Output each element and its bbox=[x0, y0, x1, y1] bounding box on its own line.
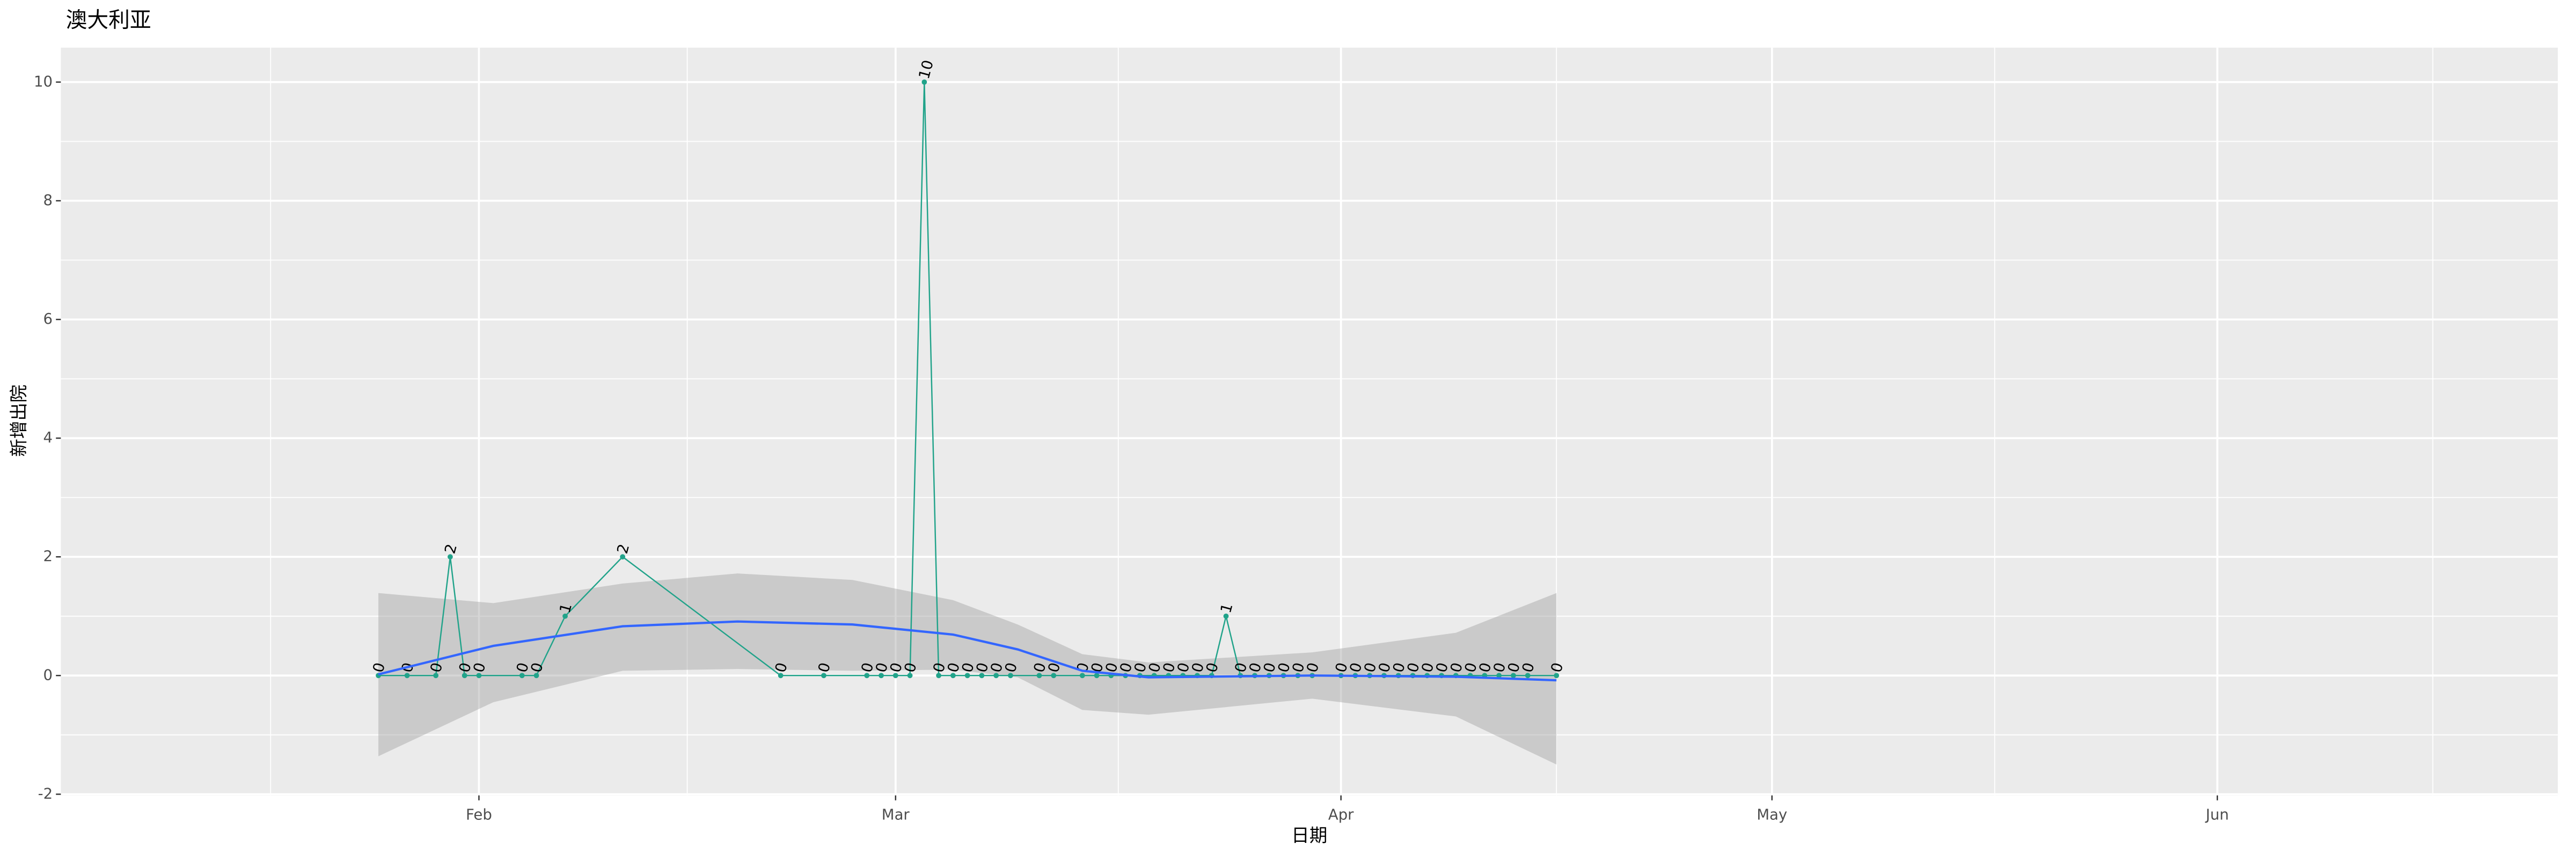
y-tick-label: 0 bbox=[43, 666, 53, 683]
chart-title: 澳大利亚 bbox=[66, 8, 151, 32]
data-point bbox=[993, 673, 999, 679]
data-point bbox=[907, 673, 913, 679]
x-axis-label: 日期 bbox=[1291, 825, 1327, 846]
data-point bbox=[562, 613, 568, 619]
data-point bbox=[476, 673, 482, 679]
data-point bbox=[879, 673, 884, 679]
data-point bbox=[1008, 673, 1013, 679]
panel bbox=[61, 47, 2558, 796]
data-point bbox=[519, 673, 525, 679]
y-tick-label: 2 bbox=[43, 548, 53, 565]
smooth-line bbox=[378, 620, 1557, 682]
data-point bbox=[1496, 673, 1502, 679]
data-point bbox=[533, 673, 539, 679]
y-tick-label: -2 bbox=[38, 785, 53, 802]
confidence-band bbox=[378, 573, 1557, 765]
data-point bbox=[964, 673, 970, 679]
data-point bbox=[936, 673, 942, 679]
data-point bbox=[979, 673, 985, 679]
data-point bbox=[921, 79, 927, 85]
data-point bbox=[1036, 673, 1042, 679]
x-tick-label: Jun bbox=[2205, 806, 2229, 823]
data-point bbox=[892, 673, 898, 679]
data-point bbox=[1511, 673, 1516, 679]
data-point bbox=[404, 673, 410, 679]
x-tick-label: Feb bbox=[466, 806, 492, 823]
y-tick-label: 8 bbox=[43, 192, 53, 209]
data-point bbox=[1051, 673, 1057, 679]
x-tick-label: Mar bbox=[882, 806, 910, 823]
data-point bbox=[462, 673, 467, 679]
axes: Feb Mar Apr May Jun -2 0 2 4 6 8 10 bbox=[34, 73, 2229, 823]
x-tick-label: Apr bbox=[1328, 806, 1354, 823]
data-point bbox=[448, 554, 453, 560]
data-point bbox=[950, 673, 956, 679]
data-point bbox=[1554, 673, 1560, 679]
grid bbox=[61, 47, 2558, 796]
data-point bbox=[433, 673, 439, 679]
y-tick-label: 6 bbox=[43, 310, 53, 327]
data-point bbox=[1223, 613, 1229, 619]
data-point bbox=[620, 554, 626, 560]
x-tick-label: May bbox=[1757, 806, 1787, 823]
y-tick-label: 10 bbox=[34, 73, 53, 90]
y-axis-label: 新增出院 bbox=[8, 384, 29, 457]
data-point bbox=[778, 673, 784, 679]
data-point bbox=[821, 673, 826, 679]
data-point bbox=[1094, 673, 1100, 679]
data-point bbox=[1525, 673, 1531, 679]
data-point bbox=[864, 673, 870, 679]
data-point bbox=[1079, 673, 1085, 679]
y-tick-label: 4 bbox=[43, 429, 53, 446]
